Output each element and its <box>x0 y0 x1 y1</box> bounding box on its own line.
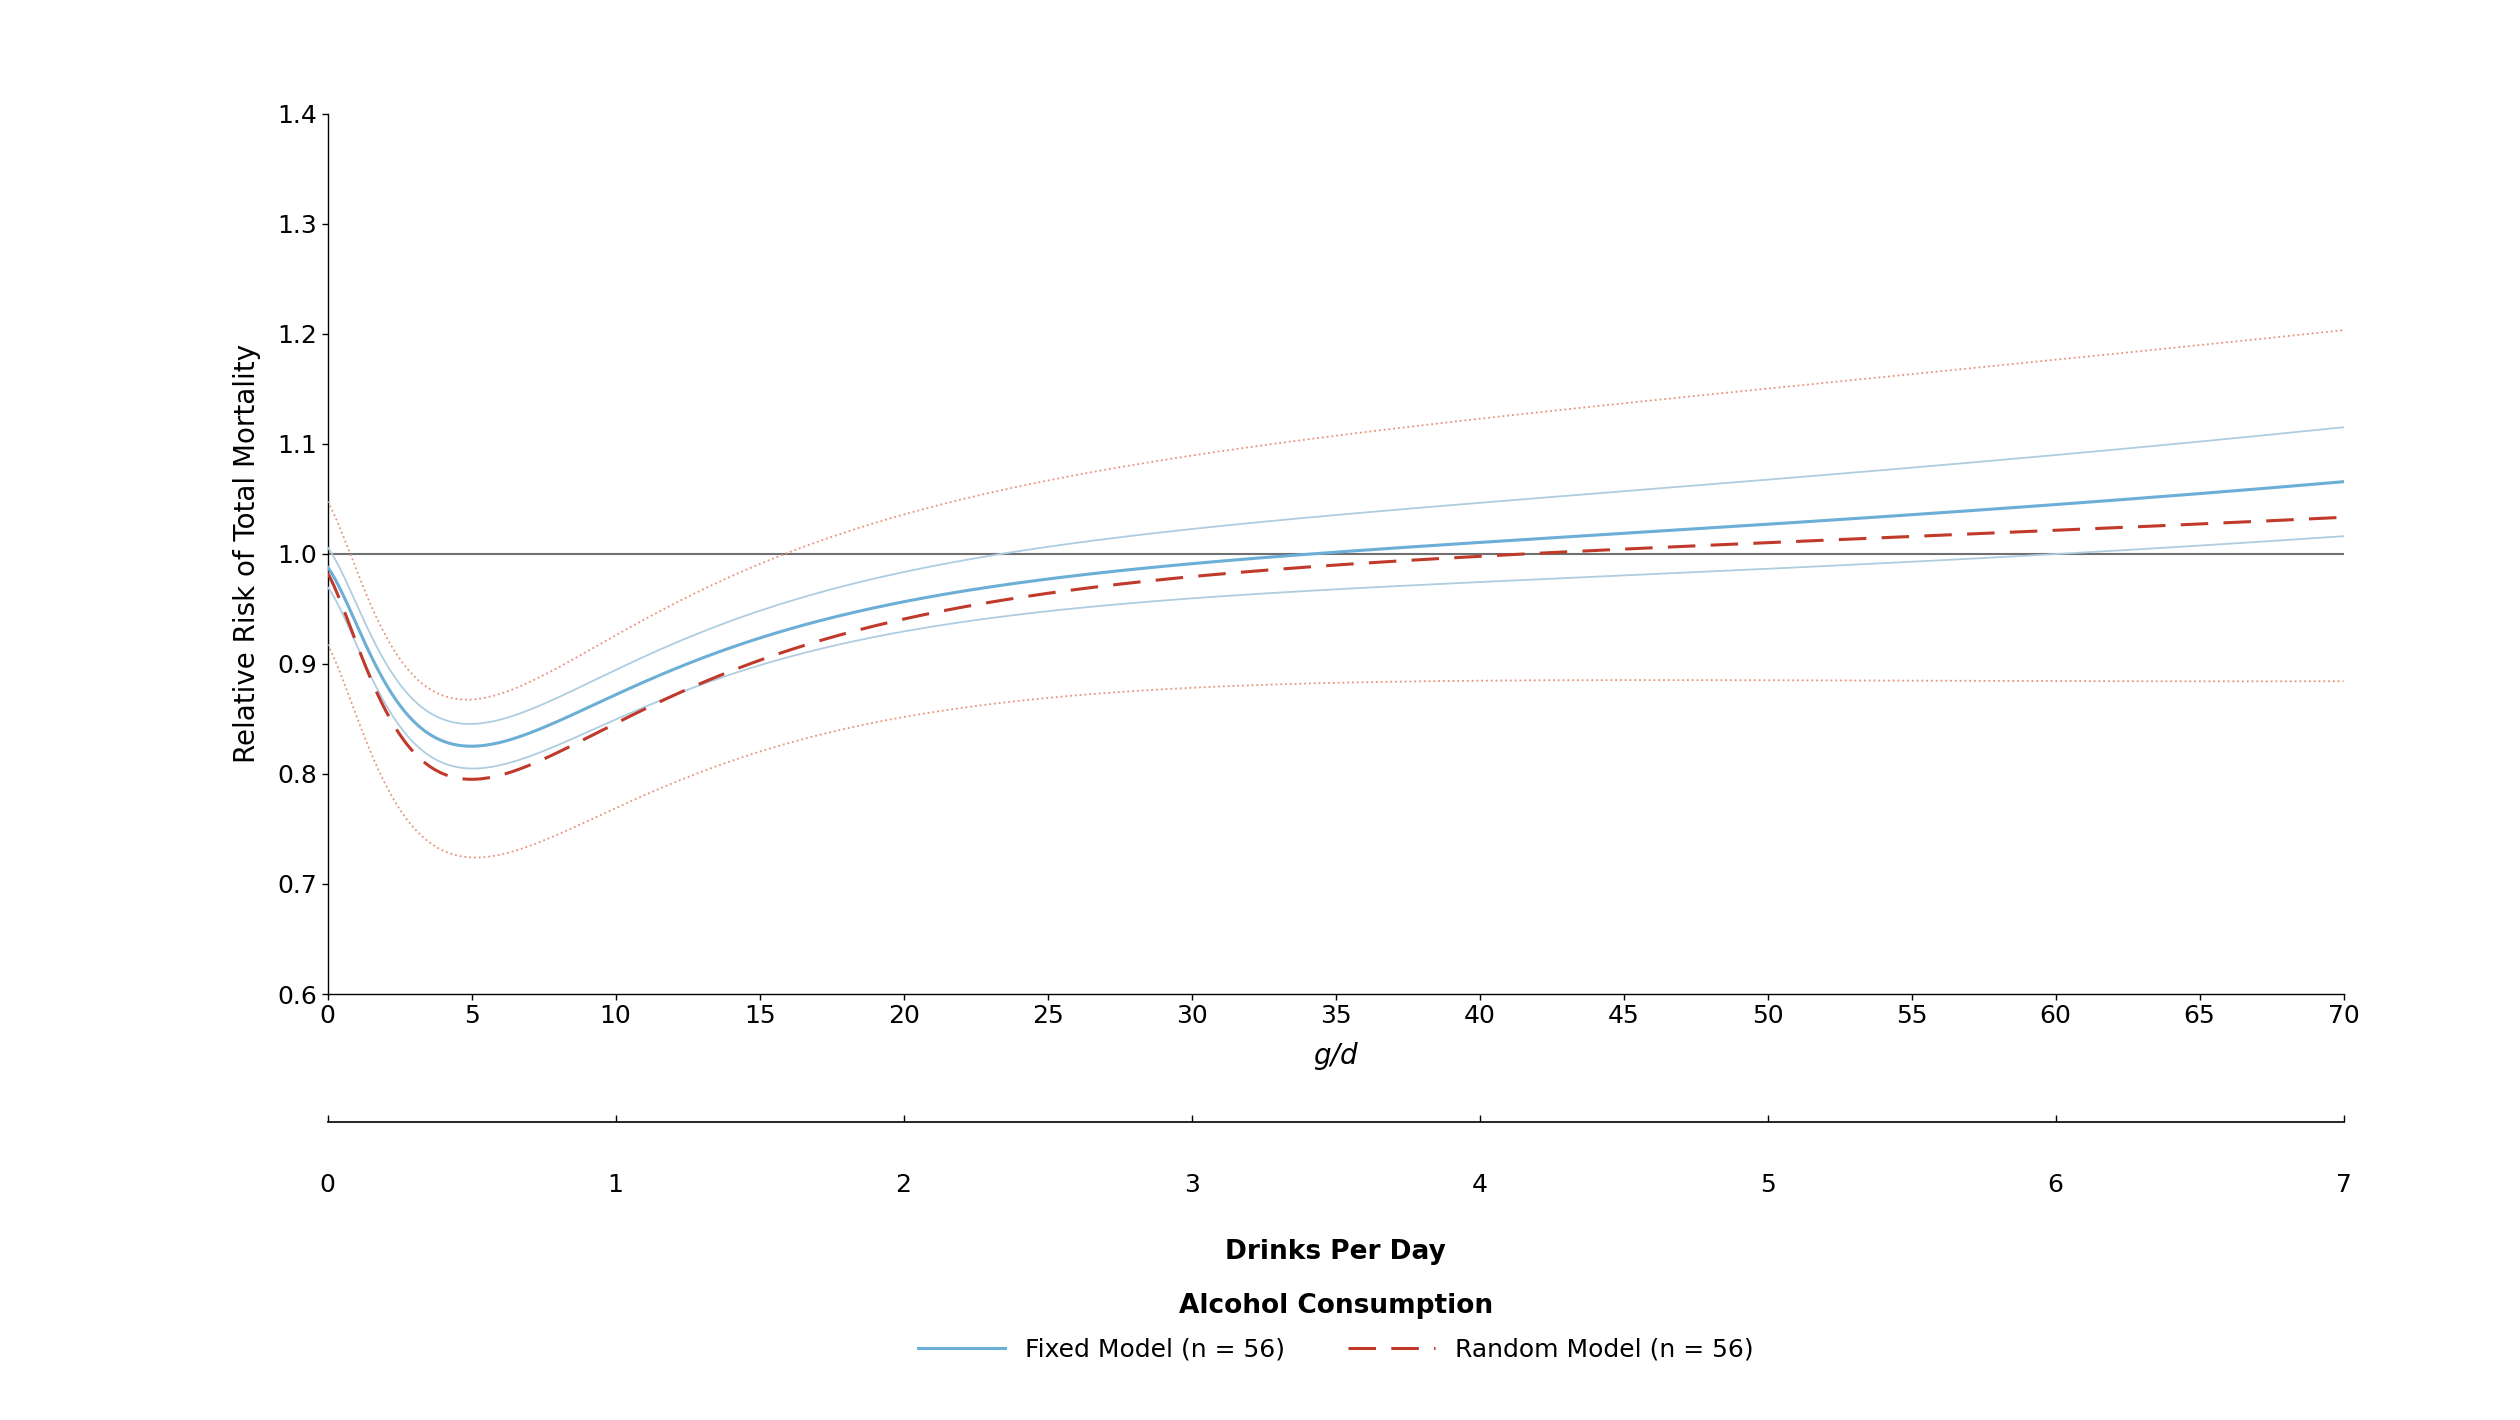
Y-axis label: Relative Risk of Total Mortality: Relative Risk of Total Mortality <box>232 344 260 764</box>
X-axis label: g/d: g/d <box>1313 1042 1358 1071</box>
Text: Alcohol Consumption: Alcohol Consumption <box>1179 1294 1492 1319</box>
Legend: Fixed Model (n = 56), Random Model (n = 56): Fixed Model (n = 56), Random Model (n = … <box>907 1328 1764 1372</box>
Text: Drinks Per Day: Drinks Per Day <box>1225 1240 1446 1265</box>
